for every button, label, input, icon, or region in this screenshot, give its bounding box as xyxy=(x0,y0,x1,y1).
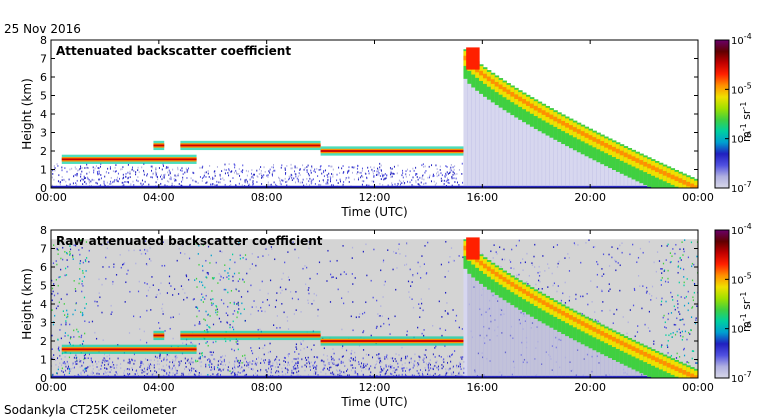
y-tick-label: 5 xyxy=(40,90,47,103)
y-tick-label: 2 xyxy=(40,145,47,158)
x-tick-label: 20:00 xyxy=(574,381,606,394)
band-top-core xyxy=(466,47,480,70)
y-tick-label: 1 xyxy=(40,354,47,367)
y-tick-label: 1 xyxy=(40,164,47,177)
cloud-layer-4 xyxy=(320,146,464,156)
x-tick-label: 00:00 xyxy=(682,191,714,204)
x-axis-label: Time (UTC) xyxy=(340,395,407,409)
x-tick-label: 00:00 xyxy=(682,381,714,394)
y-tick-label: 5 xyxy=(40,280,47,293)
precipitation-band xyxy=(463,47,698,188)
panel-1: Attenuated backscatter coefficient 0 1 2 3 4 5… xyxy=(20,32,753,219)
y-tick-label: 7 xyxy=(40,243,47,256)
x-tick-label: 04:00 xyxy=(143,191,175,204)
cloud-layer-3 xyxy=(180,330,321,341)
colorbar-label: m-1 sr-1 xyxy=(739,292,753,332)
y-tick-label: 2 xyxy=(40,335,47,348)
x-tick-label: 12:00 xyxy=(359,381,391,394)
colorbar xyxy=(714,229,730,379)
y-tick-label: 6 xyxy=(40,261,47,274)
colorbar xyxy=(714,39,730,189)
colorbar-tick-label: 10-6 xyxy=(731,321,752,336)
colorbar-tick-label: 10-4 xyxy=(731,222,752,237)
colorbar-tick-label: 10-6 xyxy=(731,131,752,146)
colorbar-tick-label: 10-5 xyxy=(731,271,752,286)
x-tick-label: 16:00 xyxy=(466,191,498,204)
y-axis-label: Height (km) xyxy=(20,78,34,149)
date-label: 25 Nov 2016 xyxy=(4,22,81,36)
panel-2: Raw attenuated backscatter coefficient 0 1… xyxy=(20,222,753,409)
colorbar-tick-label: 10-5 xyxy=(731,81,752,96)
y-tick-label: 8 xyxy=(40,224,47,237)
colorbar-tick-label: 10-7 xyxy=(731,180,752,195)
instrument-label: Sodankyla CT25K ceilometer xyxy=(4,403,176,417)
y-tick-label: 4 xyxy=(40,108,47,121)
cloud-layer-2 xyxy=(153,330,165,341)
y-axis-label: Height (km) xyxy=(20,268,34,339)
panel-title: Raw attenuated backscatter coefficient xyxy=(56,234,323,248)
x-axis-label: Time (UTC) xyxy=(340,205,407,219)
x-tick-label: 00:00 xyxy=(35,191,67,204)
y-tick-label: 7 xyxy=(40,53,47,66)
band-top-core xyxy=(466,237,480,260)
plot-content xyxy=(51,237,698,378)
panels: Attenuated backscatter coefficient 0 1 2 3 4 5… xyxy=(20,32,753,409)
y-tick-label: 6 xyxy=(40,71,47,84)
x-tick-label: 00:00 xyxy=(35,381,67,394)
x-tick-label: 04:00 xyxy=(143,381,175,394)
precipitation-band xyxy=(463,237,698,378)
cloud-layer-1 xyxy=(61,344,197,354)
y-tick-label: 8 xyxy=(40,34,47,47)
y-tick-label: 3 xyxy=(40,127,47,140)
cloud-layer-1 xyxy=(61,154,197,164)
cloud-layer-2 xyxy=(153,140,165,151)
panel-title: Attenuated backscatter coefficient xyxy=(56,44,291,58)
x-tick-label: 08:00 xyxy=(251,381,283,394)
x-tick-label: 12:00 xyxy=(359,191,391,204)
x-tick-label: 08:00 xyxy=(251,191,283,204)
colorbar-tick-label: 10-7 xyxy=(731,370,752,385)
x-tick-label: 20:00 xyxy=(574,191,606,204)
x-tick-label: 16:00 xyxy=(466,381,498,394)
colorbar-tick-label: 10-4 xyxy=(731,32,752,47)
colorbar-label: m-1 sr-1 xyxy=(739,102,753,142)
cloud-layer-4 xyxy=(320,336,464,346)
y-tick-label: 0 xyxy=(40,372,47,385)
y-tick-label: 3 xyxy=(40,317,47,330)
y-tick-label: 4 xyxy=(40,298,47,311)
y-tick-label: 0 xyxy=(40,182,47,195)
cloud-layer-3 xyxy=(180,140,321,151)
